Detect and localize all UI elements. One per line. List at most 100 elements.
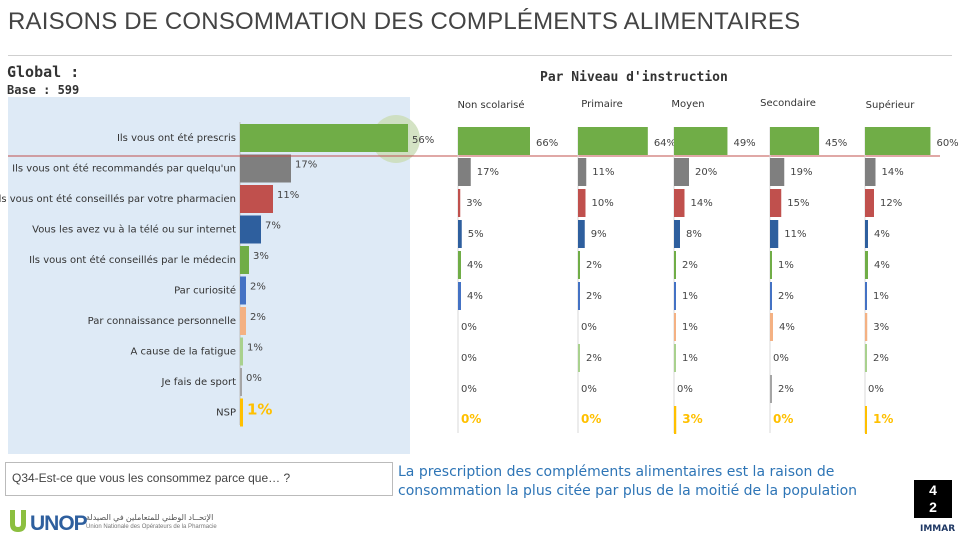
segment-value-label: 0% — [773, 412, 793, 426]
segment-bar — [770, 158, 785, 186]
segment-value-label: 8% — [686, 229, 702, 240]
segment-value-label: 15% — [787, 198, 809, 209]
segment-value-label: 0% — [581, 412, 601, 426]
segment-value-label: 0% — [461, 384, 477, 395]
segment-value-label: 4% — [467, 291, 483, 302]
segment-bar — [578, 158, 587, 186]
segment-bar — [458, 127, 530, 155]
segment-value-label: 4% — [779, 322, 795, 333]
reasons-chart: Ils vous ont été prescris 56% Ils vous ont… — [0, 98, 959, 434]
segment-value-label: 3% — [873, 322, 889, 333]
global-bar — [240, 124, 408, 152]
page-number-digit: 4 — [929, 482, 937, 498]
segment-value-label: 14% — [882, 167, 904, 178]
global-bar — [240, 215, 261, 244]
global-bar — [240, 185, 273, 213]
segment-bar — [865, 220, 868, 248]
segment-bar — [674, 251, 676, 279]
segment-bar — [674, 313, 676, 341]
global-value-label: 7% — [265, 221, 281, 232]
segment-value-label: 17% — [477, 167, 499, 178]
segment-value-label: 64% — [654, 138, 676, 149]
segment-value-label: 19% — [790, 167, 812, 178]
global-value-label: 0% — [246, 373, 262, 384]
segment-value-label: 11% — [592, 167, 614, 178]
segment-value-label: 4% — [467, 260, 483, 271]
segment-value-label: 1% — [873, 291, 889, 302]
union-arabic-name: الإتحــاد الوطني للمتعاملين في الصيدلة — [86, 513, 214, 522]
segment-value-label: 2% — [586, 260, 602, 271]
segment-value-label: 1% — [682, 353, 698, 364]
segment-bar — [770, 127, 820, 155]
segment-value-label: 1% — [778, 260, 794, 271]
global-category-label: Je fais de sport — [161, 377, 237, 388]
global-bar — [240, 398, 243, 427]
segment-bar — [578, 251, 580, 279]
segment-bar — [865, 158, 876, 186]
segment-bar — [865, 189, 874, 217]
education-level-heading: Par Niveau d'instruction — [540, 70, 728, 85]
segment-bar — [578, 127, 648, 155]
segment-bar — [674, 220, 680, 248]
segment-bar — [770, 282, 772, 310]
global-value-label: 2% — [250, 282, 266, 293]
global-value-label: 2% — [250, 312, 266, 323]
segment-value-label: 0% — [677, 384, 693, 395]
global-category-label: Ils vous ont été conseillés par votre ph… — [0, 193, 236, 205]
segment-value-label: 66% — [536, 138, 558, 149]
segment-bar — [674, 406, 677, 434]
global-category-label: Ils vous ont été recommandés par quelqu'… — [12, 163, 236, 175]
global-bar — [240, 154, 291, 183]
segment-value-label: 3% — [682, 412, 702, 426]
segment-value-label: 2% — [778, 384, 794, 395]
global-value-label: 3% — [253, 251, 269, 262]
segment-value-label: 12% — [880, 198, 902, 209]
segment-value-label: 2% — [586, 353, 602, 364]
global-category-label: Par curiosité — [174, 285, 236, 297]
segment-header: Non scolarisé — [457, 99, 524, 111]
segment-bar — [578, 189, 586, 217]
page-number-digit: 2 — [929, 499, 937, 515]
segment-value-label: 10% — [592, 198, 614, 209]
segment-bar — [770, 375, 772, 403]
segment-bar — [674, 189, 685, 217]
segment-charts: Non scolarisé 66% 17% 3% 5% 4% 4% 0% 0% 0% 0% Prima… — [457, 98, 959, 434]
global-bar — [240, 246, 249, 274]
segment-value-label: 2% — [586, 291, 602, 302]
segment-value-label: 4% — [874, 229, 890, 240]
global-value-label: 11% — [277, 190, 299, 201]
segment-value-label: 0% — [461, 322, 477, 333]
page-number: 4 2 — [914, 480, 952, 518]
unop-logo-icon — [10, 510, 26, 532]
segment-bar — [578, 220, 585, 248]
segment-value-label: 60% — [936, 138, 958, 149]
segment-value-label: 0% — [581, 322, 597, 333]
segment-value-label: 45% — [825, 138, 847, 149]
global-chart: Ils vous ont été prescris 56% Ils vous ont… — [0, 115, 940, 427]
segment-bar — [865, 313, 868, 341]
global-category-label: Vous les avez vu à la télé ou sur intern… — [32, 224, 236, 236]
global-bar — [240, 368, 242, 396]
global-category-label: Ils vous ont été prescris — [117, 132, 236, 144]
segment-bar — [458, 189, 461, 217]
segment-bar — [674, 127, 728, 155]
segment-bar — [770, 251, 772, 279]
segment-value-label: 20% — [695, 167, 717, 178]
title-divider — [8, 55, 952, 56]
global-bar — [240, 337, 243, 366]
global-value-label: 17% — [295, 160, 317, 171]
question-box: Q34-Est-ce que vous les consommez parce … — [5, 462, 393, 496]
segment-value-label: 2% — [682, 260, 698, 271]
segment-header: Supérieur — [866, 99, 916, 111]
segment-bar — [865, 282, 867, 310]
segment-value-label: 0% — [581, 384, 597, 395]
segment-value-label: 3% — [466, 198, 482, 209]
segment-bar — [578, 344, 580, 372]
global-category-label: Ils vous ont été conseillés par le médec… — [29, 254, 236, 266]
segment-value-label: 0% — [461, 412, 481, 426]
segment-value-label: 5% — [468, 229, 484, 240]
segment-bar — [578, 282, 580, 310]
segment-value-label: 0% — [773, 353, 789, 364]
segment-value-label: 2% — [778, 291, 794, 302]
segment-bar — [674, 282, 676, 310]
